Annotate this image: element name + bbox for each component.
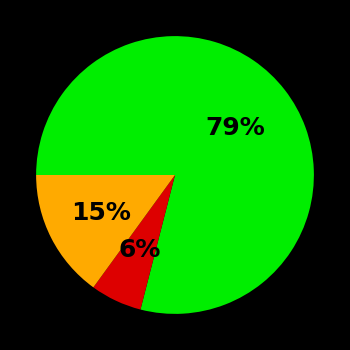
- Text: 15%: 15%: [71, 201, 131, 225]
- Text: 6%: 6%: [118, 238, 161, 262]
- Wedge shape: [36, 36, 314, 314]
- Wedge shape: [93, 175, 175, 309]
- Wedge shape: [36, 175, 175, 287]
- Text: 79%: 79%: [205, 116, 265, 140]
